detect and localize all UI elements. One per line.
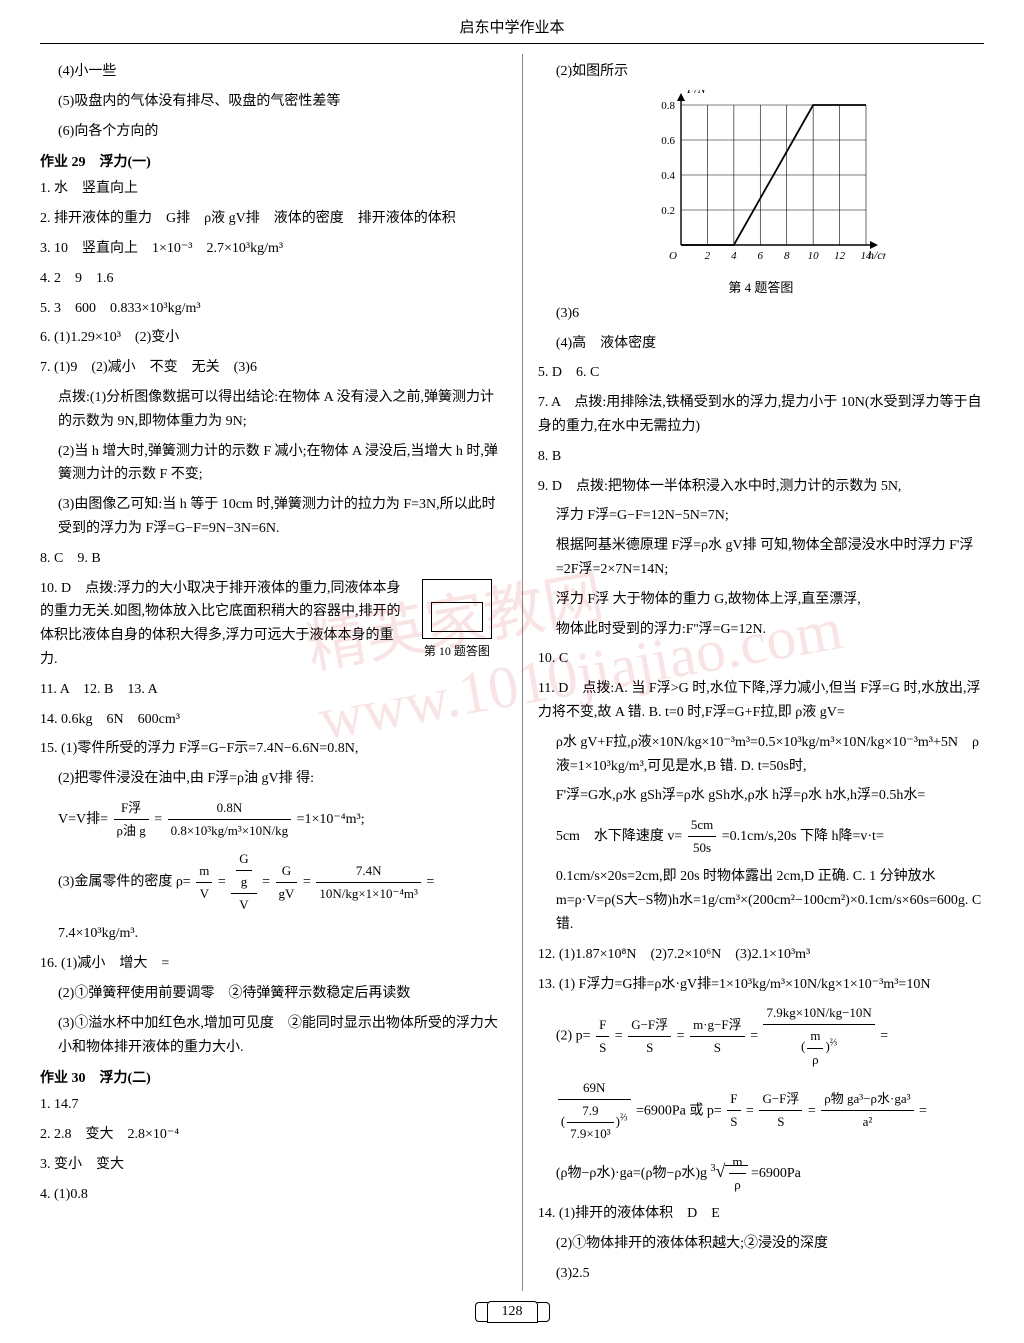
heading-label: 作业 30 浮力(二) (40, 1071, 151, 1086)
answer-text: (2)如图所示 (538, 60, 984, 84)
answer-text: 15. (1)零件所受的浮力 F浮=G−F示=7.4N−6.6N=0.8N, (40, 737, 502, 761)
svg-text:h/cm: h/cm (868, 248, 886, 262)
svg-text:F/N: F/N (686, 90, 707, 96)
answer-text: 4. 2 9 1.6 (40, 267, 502, 291)
formula: 69N (7.97.9×10³)⅔ =6900Pa 或 p= FS = G−F浮… (538, 1077, 984, 1145)
page-number: 128 (487, 1301, 538, 1323)
answer-text: (2)①弹簧秤使用前要调零 ②待弹簧秤示数稳定后再读数 (40, 982, 502, 1006)
answer-body: 10. D 点拨:浮力的大小取决于排开液体的重力,同液体本身的重力无关.如图,物… (40, 581, 401, 667)
formula-lhs: V=V排= (58, 812, 108, 827)
svg-text:4: 4 (731, 250, 737, 262)
answer-text: 11. D 点拨:A. 当 F浮>G 时,水位下降,浮力减小,但当 F浮=G 时… (538, 677, 984, 725)
svg-text:6: 6 (757, 250, 763, 262)
explain-text: 浮力 F浮 大于物体的重力 G,故物体上浮,直至漂浮, (538, 588, 984, 612)
answer-text: 11. A 12. B 13. A (40, 678, 502, 702)
formula-result: 7.4×10³kg/m³. (40, 922, 502, 946)
heading-label: 作业 29 浮力(一) (40, 155, 151, 170)
answer-text: 7. (1)9 (2)减小 不变 无关 (3)6 (40, 356, 502, 380)
answer-text: 3. 10 竖直向上 1×10⁻³ 2.7×10³kg/m³ (40, 237, 502, 261)
formula: (2) p= FS = G−F浮S = m·g−F浮S = 7.9kg×10N/… (538, 1002, 984, 1070)
answer-text: (3)①溢水杯中加红色水,增加可见度 ②能同时显示出物体所受的浮力大小和物体排开… (40, 1012, 502, 1060)
svg-text:0.8: 0.8 (661, 100, 675, 112)
svg-text:O: O (669, 250, 677, 262)
line-chart: 2468101214O0.20.40.60.8F/Nh/cm (636, 90, 886, 270)
formula: (3)金属零件的密度 ρ= mV = Gg V = GgV = 7.4N10N/… (40, 848, 502, 916)
chart-caption: 第 4 题答图 (538, 277, 984, 296)
explain-text: F'浮=G水,ρ水 gSh浮=ρ水 gSh水,ρ水 h浮=ρ水 h水,h浮=0.… (538, 784, 984, 808)
svg-text:8: 8 (784, 250, 790, 262)
section-heading: 作业 30 浮力(二) (40, 1067, 502, 1087)
svg-text:0.4: 0.4 (661, 170, 675, 182)
page-title: 启东中学作业本 (40, 10, 984, 44)
explain-text: (3)由图像乙可知:当 h 等于 10cm 时,弹簧测力计的拉力为 F=3N,所… (40, 493, 502, 541)
answer-text: 13. (1) F浮力=G排=ρ水·gV排=1×10³kg/m³×10N/kg×… (538, 973, 984, 997)
answer-text: (3)6 (538, 302, 984, 326)
answer-text: 2. 2.8 变大 2.8×10⁻⁴ (40, 1123, 502, 1147)
answer-text: 8. C 9. B (40, 547, 502, 571)
explain-text: (2)当 h 增大时,弹簧测力计的示数 F 减小;在物体 A 浸没后,当增大 h… (40, 440, 502, 488)
answer-text: 12. (1)1.87×10⁸N (2)7.2×10⁶N (3)2.1×10³m… (538, 943, 984, 967)
formula: (ρ物−ρ水)·ga=(ρ物−ρ水)g 3√mρ =6900Pa (538, 1151, 984, 1196)
explain-text: 点拨:(1)分析图像数据可以得出结论:在物体 A 没有浸入之前,弹簧测力计的示数… (40, 386, 502, 434)
explain-text: 物体此时受到的浮力:F''浮=G=12N. (538, 618, 984, 642)
answer-text: 10. C (538, 647, 984, 671)
formula: V=V排= F浮ρ油 g = 0.8N0.8×10³kg/m³×10N/kg =… (40, 797, 502, 842)
answer-text: 6. (1)1.29×10³ (2)变小 (40, 326, 502, 350)
answer-text: 4. (1)0.8 (40, 1183, 502, 1207)
answer-text: 1. 14.7 (40, 1093, 502, 1117)
figure-10-box (422, 579, 492, 639)
answer-text: 9. D 点拨:把物体一半体积浸入水中时,测力计的示数为 5N, (538, 475, 984, 499)
svg-text:10: 10 (808, 250, 820, 262)
answer-text: 14. 0.6kg 6N 600cm³ (40, 708, 502, 732)
explain-text: 根据阿基米德原理 F浮=ρ水 gV排 可知,物体全部浸没水中时浮力 F'浮=2F… (538, 534, 984, 582)
svg-text:0.2: 0.2 (661, 205, 675, 217)
answer-text: 2. 排开液体的重力 G排 ρ液 gV排 液体的密度 排开液体的体积 (40, 207, 502, 231)
answer-text: (2)①物体排开的液体体积越大;②浸没的深度 (538, 1232, 984, 1256)
answer-text: 1. 水 竖直向上 (40, 177, 502, 201)
answer-text: (5)吸盘内的气体没有排尽、吸盘的气密性差等 (40, 90, 502, 114)
explain-text: 0.1cm/s×20s=2cm,即 20s 时物体露出 2cm,D 正确. C.… (538, 865, 984, 936)
answer-text: (2)把零件浸没在油中,由 F浮=ρ油 gV排 得: (40, 767, 502, 791)
answer-text: 5. 3 600 0.833×10³kg/m³ (40, 297, 502, 321)
answer-text: 第 10 题答图 10. D 点拨:浮力的大小取决于排开液体的重力,同液体本身的… (40, 577, 502, 672)
figure-10: 第 10 题答图 (412, 577, 502, 661)
answer-text: (6)向各个方向的 (40, 120, 502, 144)
answer-text: 16. (1)减小 增大 = (40, 952, 502, 976)
answer-text: 7. A 点拨:用排除法,铁桶受到水的浮力,提力小于 10N(水受到浮力等于自身… (538, 391, 984, 439)
answer-text: 14. (1)排开的液体体积 D E (538, 1202, 984, 1226)
svg-text:12: 12 (834, 250, 846, 262)
figure-caption: 第 10 题答图 (412, 641, 502, 661)
answer-text: (4)高 液体密度 (538, 332, 984, 356)
svg-text:0.6: 0.6 (661, 135, 675, 147)
answer-text: (3)2.5 (538, 1262, 984, 1286)
explain-text: 浮力 F浮=G−F=12N−5N=7N; (538, 504, 984, 528)
answer-text: 8. B (538, 445, 984, 469)
answer-text: 3. 变小 变大 (40, 1153, 502, 1177)
answer-text: (4)小一些 (40, 60, 502, 84)
answer-text: 5. D 6. C (538, 361, 984, 385)
explain-text: ρ水 gV+F拉,ρ液×10N/kg×10⁻³m³=0.5×10³kg/m³×1… (538, 731, 984, 779)
chart-figure: 2468101214O0.20.40.60.8F/Nh/cm 第 4 题答图 (538, 90, 984, 296)
formula: 5cm 水下降速度 v= 5cm50s =0.1cm/s,20s 下降 h降=v… (538, 814, 984, 859)
section-heading: 作业 29 浮力(一) (40, 151, 502, 171)
svg-text:2: 2 (705, 250, 711, 262)
